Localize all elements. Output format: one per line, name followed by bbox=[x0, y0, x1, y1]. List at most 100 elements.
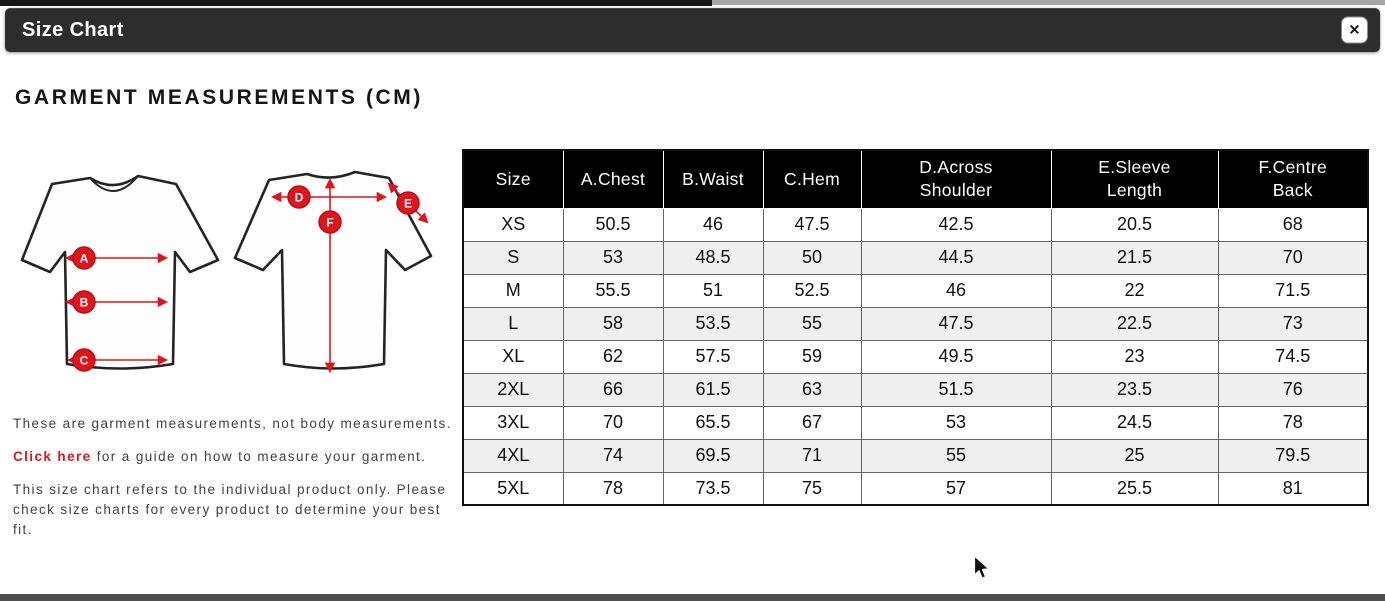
table-row: 3XL 70 65.5 67 53 24.5 78 bbox=[462, 405, 1369, 440]
measurement-badge-d: D bbox=[287, 185, 311, 209]
measurement-cell: 47.5 bbox=[762, 207, 862, 242]
svg-text:C: C bbox=[80, 354, 89, 368]
close-icon: ✕ bbox=[1348, 21, 1361, 38]
click-here-link[interactable]: Click here bbox=[13, 449, 92, 464]
size-cell: 3XL bbox=[462, 405, 564, 440]
measurement-cell: 65.5 bbox=[662, 405, 764, 440]
measurement-cell: 20.5 bbox=[1050, 207, 1219, 242]
column-header-6: F.Centre Back bbox=[1217, 149, 1369, 209]
measurement-cell: 55 bbox=[860, 438, 1052, 473]
measurement-cell: 25.5 bbox=[1050, 471, 1219, 506]
measurement-cell: 57.5 bbox=[662, 339, 764, 374]
measurement-cell: 73 bbox=[1217, 306, 1369, 341]
measurement-cell: 42.5 bbox=[860, 207, 1052, 242]
notes-section: These are garment measurements, not body… bbox=[13, 414, 461, 553]
measurement-cell: 74 bbox=[562, 438, 664, 473]
tshirt-front-outline bbox=[20, 174, 220, 370]
measurement-cell: 61.5 bbox=[662, 372, 764, 407]
table-row: XL 62 57.5 59 49.5 23 74.5 bbox=[462, 339, 1369, 374]
svg-text:E: E bbox=[404, 197, 412, 211]
measurement-cell: 52.5 bbox=[762, 273, 862, 308]
table-header-row: Size A.Chest B.Waist C.Hem D.Across Shoulder… bbox=[462, 149, 1369, 209]
background-bottom-strip bbox=[0, 594, 1385, 601]
size-cell: 4XL bbox=[462, 438, 564, 473]
measurement-cell: 49.5 bbox=[860, 339, 1052, 374]
background-top-strip-dark bbox=[0, 0, 712, 6]
column-header-5: E.Sleeve Length bbox=[1050, 149, 1219, 209]
measurement-cell: 22.5 bbox=[1050, 306, 1219, 341]
measurement-cell: 59 bbox=[762, 339, 862, 374]
size-cell: S bbox=[462, 240, 564, 275]
measurement-cell: 53 bbox=[562, 240, 664, 275]
tshirt-front-collar bbox=[89, 175, 139, 192]
measurement-cell: 48.5 bbox=[662, 240, 764, 275]
measurement-cell: 66 bbox=[562, 372, 664, 407]
measurement-cell: 51.5 bbox=[860, 372, 1052, 407]
measurement-cell: 76 bbox=[1217, 372, 1369, 407]
measurement-badge-f: F bbox=[318, 210, 342, 234]
column-header-size: Size bbox=[462, 149, 564, 209]
measurement-badge-b: B bbox=[72, 290, 96, 314]
measurement-cell: 63 bbox=[762, 372, 862, 407]
measurement-cell: 44.5 bbox=[860, 240, 1052, 275]
column-header-2: B.Waist bbox=[662, 149, 764, 209]
svg-text:A: A bbox=[80, 252, 89, 266]
measurement-cell: 67 bbox=[762, 405, 862, 440]
measurement-cell: 70 bbox=[562, 405, 664, 440]
measurement-cell: 47.5 bbox=[860, 306, 1052, 341]
table-row: M 55.5 51 52.5 46 22 71.5 bbox=[462, 273, 1369, 308]
table-row: XS 50.5 46 47.5 42.5 20.5 68 bbox=[462, 207, 1369, 242]
size-table: Size A.Chest B.Waist C.Hem D.Across Shoulder… bbox=[462, 149, 1369, 506]
modal-title: Size Chart bbox=[22, 18, 124, 41]
measurement-cell: 81 bbox=[1217, 471, 1369, 506]
mouse-cursor-icon bbox=[973, 555, 990, 579]
measurement-cell: 74.5 bbox=[1217, 339, 1369, 374]
measurement-cell: 25 bbox=[1050, 438, 1219, 473]
svg-text:D: D bbox=[295, 191, 304, 205]
table-row: S 53 48.5 50 44.5 21.5 70 bbox=[462, 240, 1369, 275]
measurement-cell: 23 bbox=[1050, 339, 1219, 374]
tshirt-front-diagram: A B C bbox=[20, 174, 220, 372]
column-header-4: D.Across Shoulder bbox=[860, 149, 1052, 209]
note-individual-product: This size chart refers to the individual… bbox=[13, 482, 447, 537]
measurement-cell: 24.5 bbox=[1050, 405, 1219, 440]
table-row: 4XL 74 69.5 71 55 25 79.5 bbox=[462, 438, 1369, 473]
measurement-cell: 23.5 bbox=[1050, 372, 1219, 407]
size-cell: 2XL bbox=[462, 372, 564, 407]
size-cell: XL bbox=[462, 339, 564, 374]
measurement-cell: 69.5 bbox=[662, 438, 764, 473]
measurement-badge-c: C bbox=[72, 348, 96, 372]
measurement-cell: 78 bbox=[562, 471, 664, 506]
measurement-cell: 55.5 bbox=[562, 273, 664, 308]
table-row: L 58 53.5 55 47.5 22.5 73 bbox=[462, 306, 1369, 341]
measurement-cell: 57 bbox=[860, 471, 1052, 506]
measurement-cell: 71 bbox=[762, 438, 862, 473]
note-measure-guide: Click here for a guide on how to measure… bbox=[13, 447, 461, 467]
measurement-cell: 51 bbox=[662, 273, 764, 308]
measurement-cell: 53.5 bbox=[662, 306, 764, 341]
close-button[interactable]: ✕ bbox=[1342, 17, 1367, 43]
measurement-cell: 75 bbox=[762, 471, 862, 506]
column-header-1: A.Chest bbox=[562, 149, 664, 209]
modal-header: Size Chart ✕ bbox=[5, 8, 1380, 52]
svg-text:B: B bbox=[80, 296, 89, 310]
svg-text:F: F bbox=[326, 216, 333, 230]
background-top-strip bbox=[0, 0, 1385, 6]
size-cell: M bbox=[462, 273, 564, 308]
background-top-strip-light bbox=[712, 0, 1385, 6]
measurement-cell: 53 bbox=[860, 405, 1052, 440]
measurement-cell: 21.5 bbox=[1050, 240, 1219, 275]
size-cell: L bbox=[462, 306, 564, 341]
tshirt-back-diagram: D F E bbox=[233, 170, 433, 374]
measurement-cell: 70 bbox=[1217, 240, 1369, 275]
measurement-cell: 73.5 bbox=[662, 471, 764, 506]
page-title: GARMENT MEASUREMENTS (CM) bbox=[15, 86, 423, 109]
measurement-cell: 50.5 bbox=[562, 207, 664, 242]
measurement-badge-e: E bbox=[396, 191, 420, 215]
column-header-3: C.Hem bbox=[762, 149, 862, 209]
measurement-badge-a: A bbox=[72, 246, 96, 270]
measurement-cell: 79.5 bbox=[1217, 438, 1369, 473]
measurement-cell: 78 bbox=[1217, 405, 1369, 440]
measurement-cell: 46 bbox=[662, 207, 764, 242]
